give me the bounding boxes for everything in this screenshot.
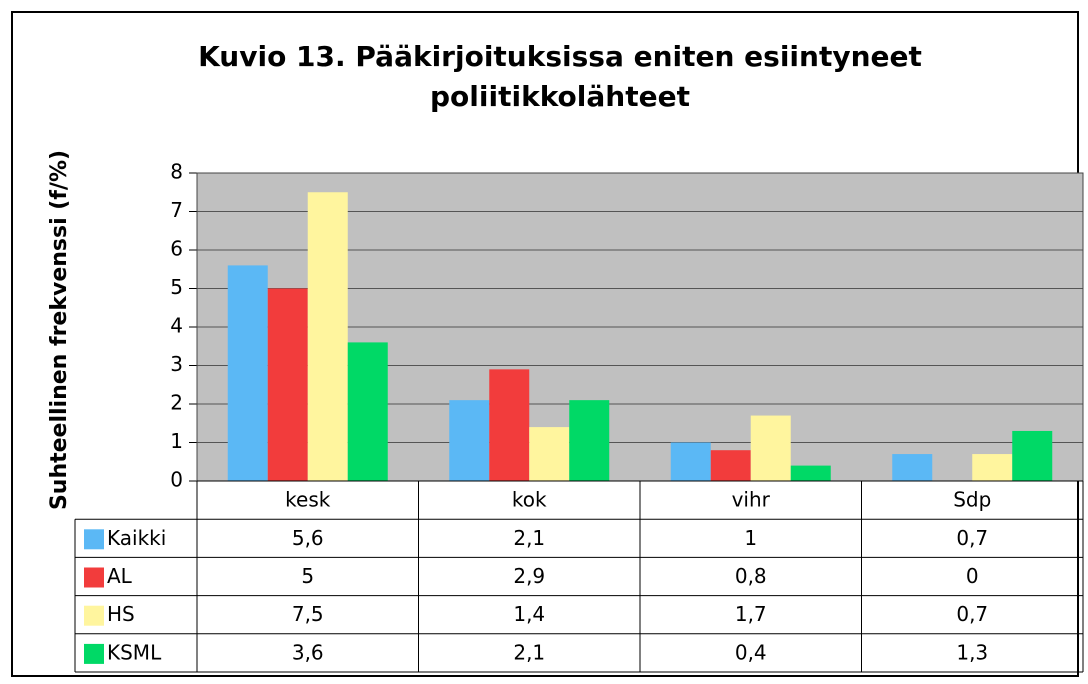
table-value: 0,7 xyxy=(956,602,988,626)
y-tick-label: 0 xyxy=(170,468,183,492)
table-value: 0,8 xyxy=(735,564,767,588)
y-tick-label: 1 xyxy=(170,429,183,453)
bar xyxy=(972,454,1013,481)
bar xyxy=(449,400,490,481)
y-tick-label: 2 xyxy=(170,391,183,415)
y-tick-label: 5 xyxy=(170,275,183,299)
bar xyxy=(489,369,530,481)
table-value: 3,6 xyxy=(292,640,324,664)
bar xyxy=(569,400,610,481)
table-value: 1,7 xyxy=(735,602,767,626)
table-value: 5 xyxy=(301,564,314,588)
y-tick-label: 7 xyxy=(170,198,183,222)
legend-swatch xyxy=(84,605,104,626)
table-value: 1,3 xyxy=(956,640,988,664)
table-value: 2,9 xyxy=(513,564,545,588)
bar xyxy=(307,192,348,481)
y-axis-label: Suhteellinen frekvenssi (f/%) xyxy=(47,150,72,510)
table-value: 7,5 xyxy=(292,602,324,626)
legend-label: KSML xyxy=(107,640,162,664)
bar xyxy=(347,342,388,481)
bar xyxy=(227,265,268,481)
bar xyxy=(267,288,308,481)
legend-swatch xyxy=(84,529,104,550)
x-tick-label: kok xyxy=(512,488,547,512)
legend-label: AL xyxy=(107,564,133,588)
bar xyxy=(529,427,570,481)
table-value: 2,1 xyxy=(513,640,545,664)
table-value: 0,4 xyxy=(735,640,767,664)
y-tick-label: 4 xyxy=(170,314,183,338)
chart-title: poliitikkolähteet xyxy=(430,80,690,113)
table-value: 1,4 xyxy=(513,602,545,626)
table-value: 2,1 xyxy=(513,526,545,550)
x-tick-label: Sdp xyxy=(953,488,991,512)
table-value: 0 xyxy=(966,564,979,588)
y-tick-label: 8 xyxy=(170,160,183,184)
bar xyxy=(1012,430,1053,481)
y-tick-label: 6 xyxy=(170,237,183,261)
legend-label: HS xyxy=(107,602,135,626)
x-tick-label: vihr xyxy=(732,488,771,512)
bar xyxy=(892,454,933,481)
bar xyxy=(710,450,751,481)
legend-label: Kaikki xyxy=(107,526,166,550)
table-value: 1 xyxy=(744,526,757,550)
bar xyxy=(790,465,831,481)
y-tick-label: 3 xyxy=(170,352,183,376)
legend-swatch xyxy=(84,643,104,664)
legend-swatch xyxy=(84,567,104,588)
bar xyxy=(750,415,791,481)
table-value: 5,6 xyxy=(292,526,324,550)
chart-title: Kuvio 13. Pääkirjoituksissa eniten esiin… xyxy=(198,40,922,73)
table-value: 0,7 xyxy=(956,526,988,550)
bar xyxy=(670,442,711,481)
x-tick-label: kesk xyxy=(285,488,331,512)
